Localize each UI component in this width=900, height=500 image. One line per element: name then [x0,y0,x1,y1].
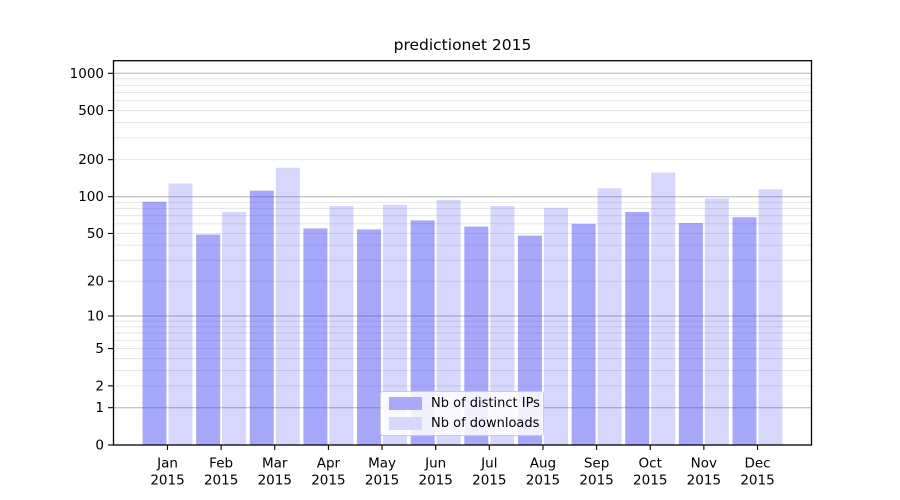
bar-nb-of-distinct-ips-mar [249,190,274,445]
bar-nb-of-downloads-jan [168,183,193,445]
x-tick-label-year: 2015 [579,473,613,489]
legend: Nb of distinct IPs Nb of downloads [380,391,544,436]
bar-nb-of-downloads-nov [704,198,729,445]
x-tick-label-year: 2015 [472,473,506,489]
bar-nb-of-distinct-ips-sep [571,223,596,445]
x-tick-label-year: 2015 [633,473,667,489]
x-tick-label-year: 2015 [526,473,560,489]
legend-row-distinct-ips: Nb of distinct IPs [389,396,543,411]
x-tick-label-month: Oct [639,456,662,472]
legend-swatch-distinct-ips [389,397,422,410]
x-tick-label-year: 2015 [687,473,721,489]
y-tick-label: 1000 [70,66,104,82]
bar-nb-of-distinct-ips-may [357,229,382,445]
y-tick-label: 50 [87,226,104,242]
x-tick-label-month: Dec [744,456,770,472]
bar-nb-of-distinct-ips-oct [625,212,650,445]
y-tick-label: 500 [78,103,104,119]
legend-label-downloads: Nb of downloads [431,416,540,431]
y-tick-label: 5 [95,341,104,357]
x-tick-label-year: 2015 [365,473,399,489]
x-tick-label-month: Sep [584,456,609,472]
x-tick-label-year: 2015 [150,473,184,489]
bar-nb-of-downloads-mar [275,167,300,445]
bar-nb-of-downloads-oct [651,172,676,445]
x-tick-label-year: 2015 [419,473,453,489]
y-tick-label: 2 [95,378,104,394]
x-tick-label-month: Mar [262,456,288,472]
x-tick-label-year: 2015 [204,473,238,489]
x-tick-label-month: Feb [209,456,233,472]
y-tick-label: 100 [78,189,104,205]
legend-label-distinct-ips: Nb of distinct IPs [431,396,540,411]
bar-nb-of-distinct-ips-dec [732,217,757,445]
y-tick-label: 1 [95,400,104,416]
bar-nb-of-downloads-sep [597,188,622,445]
bar-nb-of-downloads-feb [222,212,247,445]
bar-nb-of-distinct-ips-apr [303,228,328,445]
bar-nb-of-distinct-ips-feb [196,234,221,445]
legend-row-downloads: Nb of downloads [389,416,543,431]
bar-nb-of-downloads-apr [329,205,354,445]
legend-swatch-downloads [389,417,422,430]
x-tick-label-month: Jul [480,456,497,472]
x-tick-label-month: Jun [424,456,446,472]
bar-nb-of-distinct-ips-nov [678,222,703,445]
bar-nb-of-downloads-aug [543,207,568,445]
x-tick-label-month: Jan [156,456,178,472]
x-tick-label-year: 2015 [258,473,292,489]
x-tick-label-month: May [368,456,396,472]
chart-title: predictionet 2015 [393,36,532,54]
bar-nb-of-downloads-dec [758,189,783,445]
x-tick-label-year: 2015 [311,473,345,489]
y-tick-label: 0 [95,438,104,454]
x-tick-label-year: 2015 [740,473,774,489]
axis-frame [112,60,813,446]
x-tick-label-month: Apr [317,456,341,472]
y-tick-label: 20 [87,274,104,290]
x-tick-label-month: Nov [691,456,717,472]
bar-nb-of-distinct-ips-jan [142,201,167,445]
y-tick-label: 200 [78,152,104,168]
y-tick-label: 10 [87,308,104,324]
x-tick-label-month: Aug [530,456,556,472]
